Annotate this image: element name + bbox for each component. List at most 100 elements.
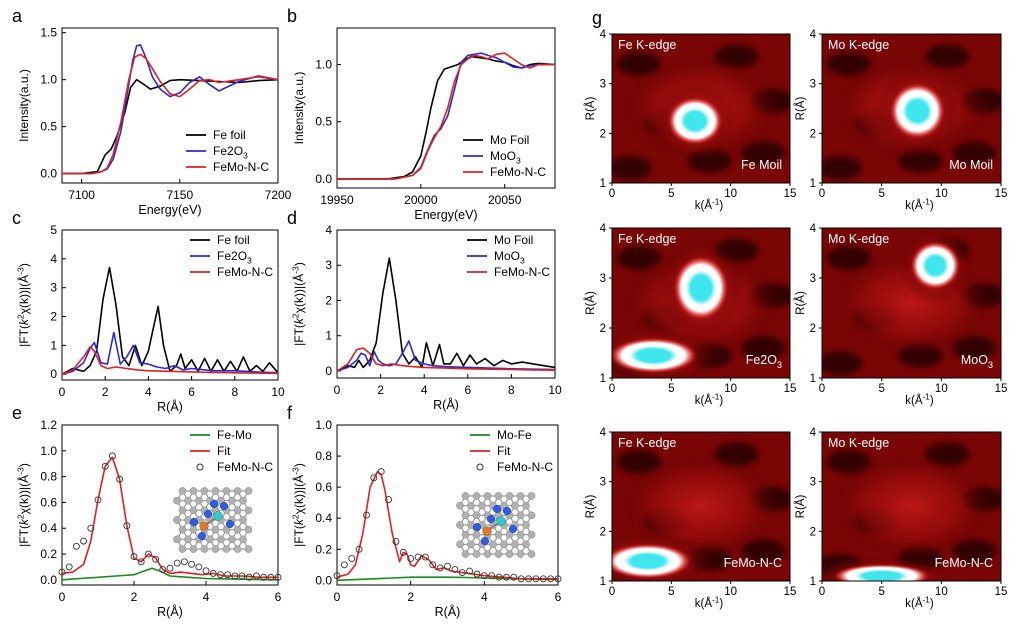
- data-point: [108, 452, 116, 460]
- y-tick-label: 0.6: [315, 480, 332, 494]
- wt-map-2: Fe K-edge Fe2O3 0 5 10 15 1 2 3 4 k(Å-1) R(Å): [584, 223, 796, 407]
- carbon-atom: [211, 545, 220, 553]
- y-axis-label: |FT(k2χ(k))|(Å-3): [290, 262, 306, 346]
- carbon-atom: [189, 525, 198, 534]
- wt-map-1: Mo K-edge Mo Moil 0 5 10 15 1 2 3 4 k(Å-1) R(Å): [794, 29, 1007, 212]
- y-axis-label: R(Å): [794, 291, 807, 315]
- x-tick-label: 10: [724, 586, 737, 598]
- data-point: [159, 566, 167, 573]
- data-point: [209, 569, 217, 577]
- axes-frame: [611, 227, 791, 379]
- carbon-atom: [516, 511, 525, 520]
- wt-maximum: [612, 337, 698, 374]
- y-tick-label: 2: [810, 323, 816, 335]
- data-point: [451, 566, 459, 573]
- panel-label-f: f: [287, 403, 293, 423]
- y-axis-label: R(Å): [584, 97, 597, 121]
- legend-entry: Mo Foil: [494, 233, 533, 247]
- carbon-atom: [461, 530, 470, 539]
- y-tick-label: 0: [50, 367, 57, 381]
- x-tick-label: 10: [548, 383, 562, 397]
- x-tick-label: 5: [668, 586, 674, 598]
- data-point: [495, 573, 503, 581]
- data-point: [65, 563, 73, 571]
- y-tick-label: 3: [600, 79, 606, 91]
- y-tick-label: 2: [50, 310, 57, 324]
- panel-label-g: g: [592, 8, 602, 28]
- x-tick-label: 5: [878, 383, 884, 395]
- carbon-atom: [461, 550, 470, 558]
- y-tick-label: 4: [810, 29, 817, 41]
- data-point: [245, 573, 253, 581]
- wt-sample-label: MoO3: [961, 353, 993, 370]
- series-line-fe-mo: [61, 567, 279, 581]
- carbon-atom: [505, 550, 514, 558]
- carbon-atom: [478, 501, 486, 510]
- carbon-atom: [173, 516, 181, 524]
- nitrogen-atom: [189, 517, 199, 527]
- data-point: [407, 555, 415, 563]
- x-tick-label: 0: [609, 188, 615, 200]
- y-tick-label: 0.5: [315, 115, 332, 129]
- legend-entry: MoO3: [490, 149, 521, 166]
- x-axis-label: k(Å-1): [695, 393, 724, 407]
- wt-edge-label: Mo K-edge: [828, 38, 889, 52]
- data-point: [554, 575, 562, 583]
- wt-map-0: Fe K-edge Fe Moil 0 5 10 15 1 2 3 4 k(Å-1) R(Å): [584, 29, 796, 212]
- panel-label-c: c: [12, 208, 21, 228]
- axes-frame: [336, 424, 559, 586]
- legend-entry: FeMo-N-C: [217, 460, 273, 474]
- legend-entry: FeMo-N-C: [213, 160, 269, 174]
- carbon-atom: [472, 550, 481, 558]
- legend-entry: Fe foil: [217, 233, 250, 247]
- x-tick-label: 6: [555, 590, 562, 604]
- y-tick-label: 5: [50, 223, 57, 237]
- data-point: [421, 553, 429, 561]
- axes-frame: [821, 33, 1002, 184]
- data-point: [188, 560, 196, 568]
- x-tick-label: 4: [421, 383, 428, 397]
- y-tick-label: 0.5: [40, 120, 57, 134]
- y-tick-label: 1.5: [40, 26, 57, 40]
- x-axis-label: k(Å-1): [905, 393, 934, 407]
- data-point: [539, 575, 547, 583]
- y-tick-label: 4: [50, 252, 57, 266]
- axes-frame: [336, 27, 556, 189]
- data-point: [488, 572, 496, 580]
- wt-edge-label: Fe K-edge: [618, 38, 676, 52]
- legend-entry: FeMo-N-C: [494, 265, 550, 279]
- legend: Fe-Mo Fit FeMo-N-C: [190, 428, 273, 474]
- x-tick-label: 7200: [265, 188, 292, 202]
- carbon-atom: [195, 496, 203, 505]
- carbon-atom: [200, 487, 209, 495]
- x-tick-label: 10: [271, 385, 285, 399]
- nitrogen-atom: [472, 522, 482, 532]
- y-tick-label: 0.2: [40, 547, 57, 561]
- wt-sample-label: Fe2O3: [746, 353, 782, 370]
- x-axis-label: Energy(eV): [138, 203, 201, 217]
- axes-frame: [821, 431, 1002, 582]
- x-tick-label: 10: [935, 383, 948, 395]
- y-axis-label: R(Å): [794, 495, 807, 519]
- data-point: [252, 572, 260, 580]
- x-tick-label: 20050: [488, 193, 522, 207]
- y-tick-label: 0.4: [315, 511, 332, 525]
- y-tick-label: 2: [810, 128, 816, 140]
- x-tick-label: 4: [481, 590, 488, 604]
- legend-entry: Mo-Fe: [497, 428, 532, 442]
- y-tick-label: 1: [325, 329, 332, 343]
- carbon-atom: [222, 545, 231, 553]
- data-point: [502, 573, 510, 581]
- y-tick-label: 1: [50, 338, 57, 352]
- series-line-femo-n-c: [336, 347, 556, 372]
- carbon-atom: [527, 550, 536, 558]
- data-point: [72, 542, 80, 550]
- x-axis-label: k(Å-1): [905, 596, 934, 610]
- y-tick-label: 4: [600, 427, 607, 439]
- x-tick-label: 0: [609, 586, 615, 598]
- data-point: [94, 496, 102, 504]
- data-point: [385, 496, 393, 504]
- carbon-atom: [239, 516, 247, 524]
- wt-map-3: Mo K-edge MoO3 0 5 10 15 1 2 3 4 k(Å-1) R(Å): [794, 223, 1007, 407]
